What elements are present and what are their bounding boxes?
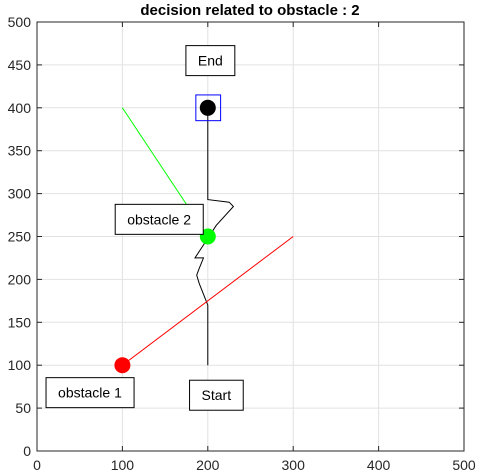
annotation-group: Start End obstacle 1 obstacle 2 (45, 45, 244, 411)
x-tick-label: 200 (196, 457, 220, 473)
annotation-obstacle-1: obstacle 1 (45, 377, 135, 409)
x-tick-label: 400 (367, 457, 391, 473)
series-line-1 (122, 236, 294, 366)
annotation-obstacle-2: obstacle 2 (114, 203, 204, 235)
y-tick-label: 300 (8, 186, 32, 202)
annotation-start: Start (189, 379, 244, 411)
x-tick-label: 0 (33, 457, 41, 473)
y-tick-label: 400 (8, 100, 32, 116)
y-tick-label: 0 (23, 443, 31, 459)
series-line-0 (194, 107, 235, 366)
chart-title: decision related to obstacle : 2 (140, 2, 359, 19)
end-marker (199, 99, 216, 116)
obstacle-1-marker (114, 357, 131, 374)
annotation-text: Start (202, 387, 232, 403)
tick-labels: 0 100 200 300 400 500 0 50 100 150 200 250 300 350 400… (8, 14, 476, 473)
obstacle-2-marker (199, 228, 216, 245)
x-tick-label: 100 (111, 457, 135, 473)
y-tick-label: 50 (15, 400, 31, 416)
y-tick-label: 250 (8, 229, 32, 245)
y-tick-label: 500 (8, 14, 32, 30)
annotation-end: End (185, 45, 236, 77)
annotation-text: obstacle 2 (127, 211, 191, 227)
y-tick-label: 100 (8, 357, 32, 373)
x-tick-label: 500 (452, 457, 476, 473)
y-tick-label: 350 (8, 143, 32, 159)
annotation-text: End (198, 53, 223, 69)
annotation-box (189, 379, 244, 411)
annotation-box (185, 45, 236, 77)
marker-group (114, 94, 222, 374)
annotation-text: obstacle 1 (58, 385, 122, 401)
annotation-box (45, 377, 135, 409)
annotation-box (114, 203, 204, 235)
x-tick-label: 300 (282, 457, 306, 473)
y-tick-label: 450 (8, 57, 32, 73)
y-tick-label: 200 (8, 271, 32, 287)
y-tick-label: 150 (8, 314, 32, 330)
target-box (195, 94, 222, 122)
